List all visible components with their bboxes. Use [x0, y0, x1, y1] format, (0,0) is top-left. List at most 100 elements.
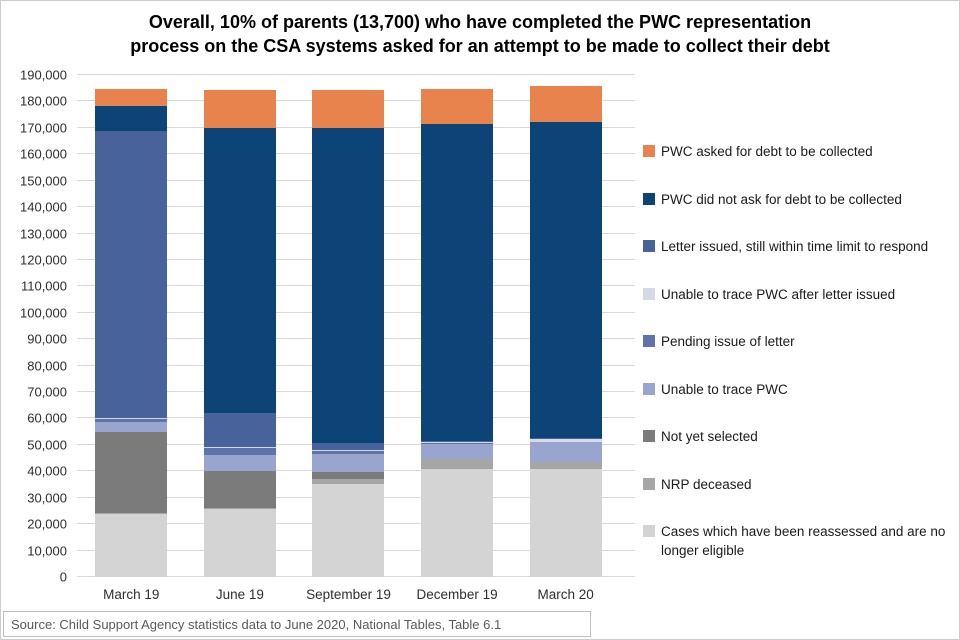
segment-pending-issue-of-letter: [203, 447, 276, 455]
segment-pwc-asked-for-debt-to-be-collected: [95, 89, 168, 106]
y-tick-label: 100,000: [20, 305, 67, 321]
legend-label: Unable to trace PWC after letter issued: [661, 286, 896, 302]
y-tick-label: 190,000: [20, 67, 67, 83]
segment-letter-issued-still-within-time-limit-to-respond: [529, 438, 602, 439]
segment-unable-to-trace-pwc: [312, 454, 385, 473]
legend-swatch-icon: [643, 240, 655, 252]
segment-letter-issued-still-within-time-limit-to-respond: [421, 440, 494, 442]
y-tick-label: 30,000: [27, 490, 67, 506]
segment-unable-to-trace-pwc-after-letter-issued: [95, 417, 168, 420]
chart-title-line-1: Overall, 10% of parents (13,700) who hav…: [148, 12, 812, 32]
legend-item-pwc-asked-for-debt-to-be-collected: PWC asked for debt to be collected: [643, 142, 959, 161]
segment-pwc-asked-for-debt-to-be-collected: [421, 88, 494, 124]
bar-slot-september-19: [294, 75, 403, 577]
segment-unable-to-trace-pwc: [421, 443, 494, 459]
segment-not-yet-selected: [95, 432, 168, 513]
legend-swatch-icon: [643, 192, 655, 205]
y-tick-label: 0: [59, 569, 67, 585]
bar-slot-march-19: [77, 75, 186, 577]
legend-label: Not yet selected: [661, 429, 758, 444]
segment-nrp-deceased: [203, 508, 276, 510]
bar-march-20: [529, 85, 602, 577]
legend-label: PWC asked for debt to be collected: [661, 144, 873, 159]
segment-pending-issue-of-letter: [421, 442, 494, 444]
y-tick-label: 170,000: [20, 120, 67, 136]
segment-pwc-did-not-ask-for-debt-to-be-collected: [95, 105, 168, 131]
y-tick-label: 120,000: [20, 252, 67, 268]
y-axis: 0 10,000 20,000 30,000 40,000 50,000 60,000 70,…: [1, 68, 67, 585]
legend-label: Pending issue of letter: [661, 334, 795, 349]
segment-not-yet-selected: [203, 471, 276, 509]
legend-item-not-yet-selected: Not yet selected: [643, 427, 959, 446]
y-tick-label: 80,000: [27, 358, 67, 374]
segment-pwc-did-not-ask-for-debt-to-be-collected: [312, 127, 385, 443]
segment-pwc-did-not-ask-for-debt-to-be-collected: [203, 128, 276, 413]
y-tick-label: 150,000: [20, 173, 67, 189]
x-axis: March 19 June 19 September 19 December 19 Ma…: [77, 587, 620, 602]
chart-title: Overall, 10% of parents (13,700) who hav…: [51, 10, 909, 58]
segment-letter-issued-still-within-time-limit-to-respond: [203, 412, 276, 447]
legend-item-nrp-deceased: NRP deceased: [643, 475, 959, 494]
legend: PWC asked for debt to be collected PWC di…: [643, 142, 959, 560]
bar-september-19: [312, 90, 385, 577]
legend-item-unable-to-trace-pwc: Unable to trace PWC: [643, 380, 959, 399]
segment-unable-to-trace-pwc-after-letter-issued: [421, 441, 494, 443]
y-tick-label: 40,000: [27, 463, 67, 479]
x-axis-label-march-20: March 20: [537, 587, 594, 602]
y-tick-label: 60,000: [27, 410, 67, 426]
legend-swatch-icon: [643, 382, 655, 395]
y-tick-label: 110,000: [20, 278, 67, 294]
segment-letter-issued-still-within-time-limit-to-respond: [95, 130, 168, 418]
bar-slot-june-19: [186, 75, 295, 577]
segment-unable-to-trace-pwc-after-letter-issued: [203, 446, 276, 448]
bars-container: [77, 75, 620, 577]
y-tick-label: 10,000: [27, 543, 67, 559]
segment-cases-which-have-been-reassessed-and-are-no-longer-eligible: [203, 509, 276, 577]
legend-swatch-icon: [643, 145, 655, 157]
gridline: [77, 74, 635, 75]
legend-swatch-icon: [643, 430, 655, 442]
legend-label: PWC did not ask for debt to be collected: [661, 191, 902, 207]
legend-label: Letter issued, still within time limit t…: [661, 239, 929, 254]
source-text: Source: Child Support Agency statistics …: [11, 616, 502, 632]
segment-unable-to-trace-pwc-after-letter-issued: [312, 449, 385, 452]
bar-december-19: [421, 88, 494, 577]
y-tick-label: 140,000: [20, 199, 67, 215]
segment-cases-which-have-been-reassessed-and-are-no-longer-eligible: [421, 468, 494, 577]
legend-item-pwc-did-not-ask-for-debt-to-be-collected: PWC did not ask for debt to be collected: [643, 190, 959, 209]
segment-nrp-deceased: [95, 512, 168, 514]
x-axis-label-december-19: December 19: [416, 587, 498, 602]
segment-not-yet-selected: [312, 472, 385, 479]
y-tick-label: 130,000: [20, 226, 67, 242]
y-tick-label: 160,000: [20, 146, 67, 162]
segment-pending-issue-of-letter: [529, 441, 602, 443]
y-tick-label: 70,000: [27, 384, 67, 400]
legend-label: Cases which have been reassessed and are…: [661, 524, 946, 558]
x-axis-label-september-19: September 19: [306, 587, 391, 602]
segment-pending-issue-of-letter: [95, 419, 168, 423]
segment-unable-to-trace-pwc: [95, 422, 168, 433]
legend-swatch-icon: [643, 287, 655, 300]
legend-item-pending-issue-of-letter: Pending issue of letter: [643, 332, 959, 351]
segment-pwc-asked-for-debt-to-be-collected: [203, 90, 276, 129]
x-axis-label-march-19: March 19: [103, 587, 160, 602]
bar-slot-march-20: [511, 75, 620, 577]
plot-area: [77, 74, 635, 577]
bar-march-19: [95, 89, 168, 577]
source-box: Source: Child Support Agency statistics …: [3, 611, 591, 637]
y-tick-label: 180,000: [20, 93, 67, 109]
legend-item-unable-to-trace-pwc-after-letter-issued: Unable to trace PWC after letter issued: [643, 285, 959, 304]
legend-swatch-icon: [643, 335, 655, 347]
segment-cases-which-have-been-reassessed-and-are-no-longer-eligible: [529, 469, 602, 577]
segment-unable-to-trace-pwc: [203, 454, 276, 472]
segment-not-yet-selected: [529, 461, 602, 463]
legend-label: NRP deceased: [661, 476, 752, 492]
y-tick-label: 50,000: [27, 437, 67, 453]
segment-cases-which-have-been-reassessed-and-are-no-longer-eligible: [95, 513, 168, 577]
y-tick-label: 20,000: [27, 516, 67, 532]
segment-cases-which-have-been-reassessed-and-are-no-longer-eligible: [312, 483, 385, 577]
legend-swatch-icon: [643, 477, 655, 490]
chart-title-line-2: process on the CSA systems asked for an …: [130, 36, 830, 56]
legend-label: Unable to trace PWC: [661, 381, 788, 397]
